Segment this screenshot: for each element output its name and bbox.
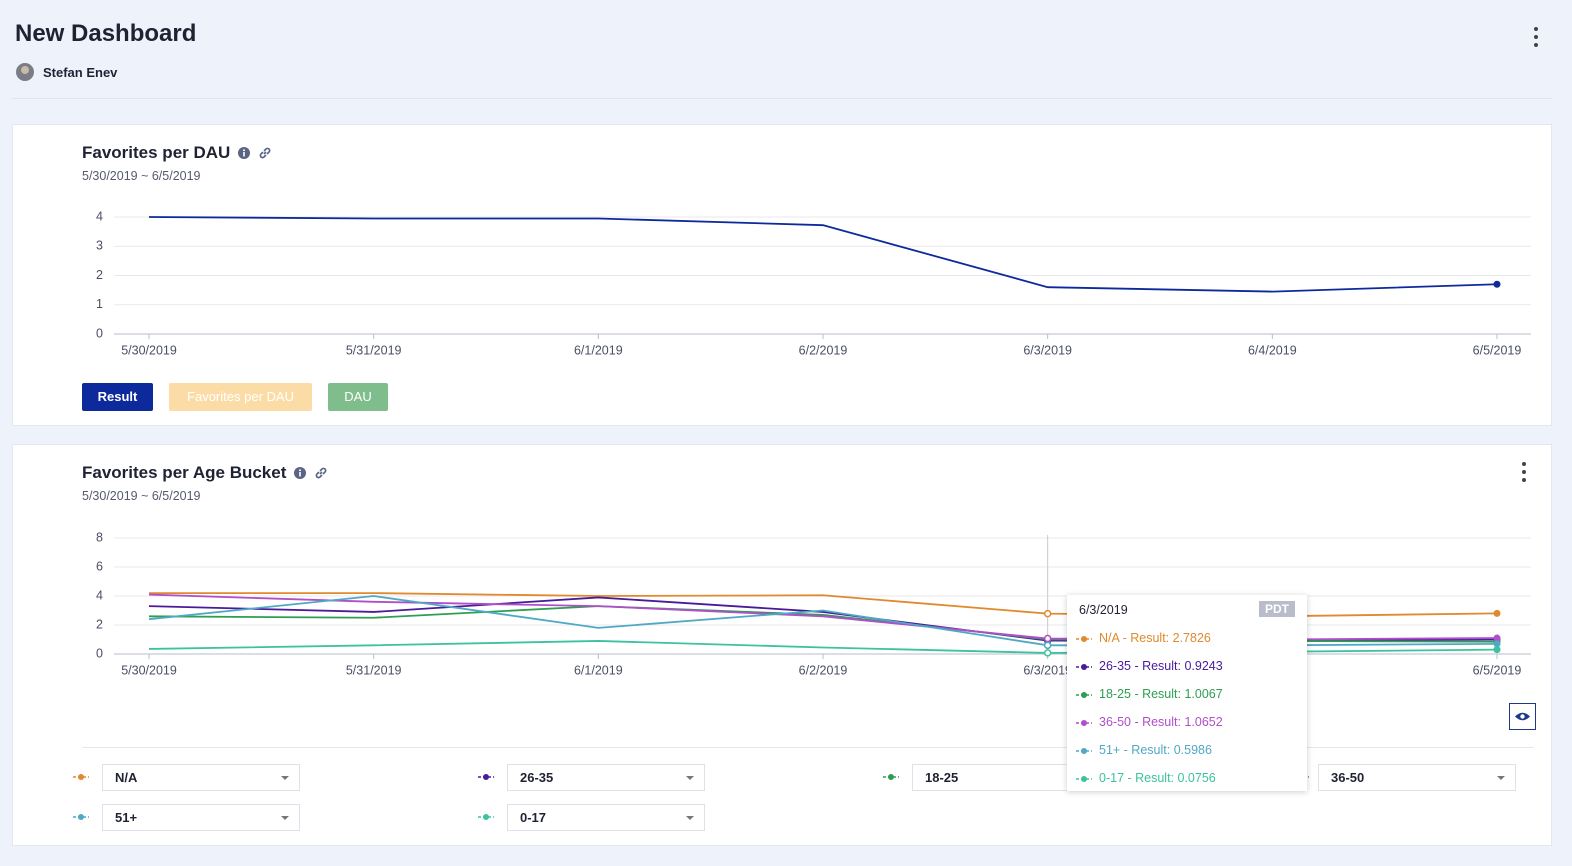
y-tick-label: 1 xyxy=(96,297,103,311)
series-line xyxy=(148,216,1498,293)
legend-marker-dot xyxy=(1081,748,1087,754)
y-tick-label: 6 xyxy=(96,559,103,573)
y-tick-label: 4 xyxy=(96,588,103,602)
link-icon[interactable] xyxy=(258,146,272,160)
tooltip-row: N/A - Result: 2.7826 xyxy=(1099,631,1211,645)
point xyxy=(1493,634,1501,642)
legend-dropdown[interactable]: 36-50 xyxy=(1318,764,1516,791)
tooltip-timezone: PDT xyxy=(1259,601,1295,617)
avatar xyxy=(16,63,34,81)
menu-button[interactable] xyxy=(1530,26,1542,48)
legend-marker-dot xyxy=(1081,664,1087,670)
plot: 0 2 4 6 8 5/30/2019 5/31/2019 6/1/2019 6/2/2019 6… xyxy=(96,530,1531,677)
legend-marker-dot xyxy=(1081,636,1087,642)
legend-dropdown[interactable]: 51+ xyxy=(102,804,300,831)
visibility-button[interactable] xyxy=(1509,703,1536,730)
point xyxy=(1493,280,1501,288)
y-tick-label: 3 xyxy=(96,239,103,253)
point xyxy=(1493,609,1501,617)
y-tick-label: 0 xyxy=(96,326,103,340)
chart-title: Favorites per Age Bucket xyxy=(82,463,287,482)
author: Stefan Enev xyxy=(43,65,118,80)
divider xyxy=(82,747,1534,748)
x-tick-label: 6/2/2019 xyxy=(799,663,848,677)
x-tick-label: 6/1/2019 xyxy=(574,343,623,357)
x-tick-label: 6/5/2019 xyxy=(1473,663,1522,677)
tooltip-row: 36-50 - Result: 1.0652 xyxy=(1099,715,1223,729)
legend-marker-dot xyxy=(888,774,894,780)
chart-card: Favorites per Age Bucket 5/30/2019 ~ 6/5… xyxy=(12,444,1552,846)
point xyxy=(1493,646,1501,654)
x-tick-label: 6/2/2019 xyxy=(799,343,848,357)
x-tick-label: 5/31/2019 xyxy=(346,663,402,677)
hover-point xyxy=(1043,649,1052,657)
menu-button[interactable] xyxy=(1518,461,1530,483)
info-icon[interactable] xyxy=(294,467,307,479)
tooltip: 6/3/2019 PDT N/A - Result: 2.7826 26-35 - R… xyxy=(1067,595,1307,791)
legend-marker-dot xyxy=(1081,692,1087,698)
x-tick-label: 6/1/2019 xyxy=(574,663,623,677)
legend-marker-dot xyxy=(483,814,489,820)
legend-marker-dot xyxy=(1081,720,1087,726)
hover-point xyxy=(1043,609,1052,618)
tooltip-row: 51+ - Result: 0.5986 xyxy=(1099,743,1212,757)
chart-subtitle: 5/30/2019 ~ 6/5/2019 xyxy=(82,489,201,503)
x-tick-label: 6/5/2019 xyxy=(1473,343,1522,357)
legend-marker-dot xyxy=(1081,776,1087,782)
y-tick-label: 0 xyxy=(96,646,103,660)
chart-title: Favorites per DAU xyxy=(82,143,231,162)
chart-heading: Favorites per Age Bucket xyxy=(82,463,328,483)
tooltip-markers xyxy=(1076,636,1092,782)
legend-button[interactable]: Favorites per DAU xyxy=(169,383,312,411)
y-tick-label: 4 xyxy=(96,209,103,223)
x-tick-label: 5/31/2019 xyxy=(346,343,402,357)
tooltip-title: 6/3/2019 xyxy=(1079,603,1128,617)
hover-point xyxy=(1043,634,1052,643)
legend-button[interactable]: DAU xyxy=(328,383,388,411)
tooltip-row: 26-35 - Result: 0.9243 xyxy=(1099,659,1223,673)
plot: 0 1 2 3 4 5/30/2019 5/31/2019 6/1/2019 6/2/2019 6… xyxy=(96,209,1531,357)
y-tick-label: 2 xyxy=(96,617,103,631)
legend-marker-dot xyxy=(78,814,84,820)
chart-subtitle: 5/30/2019 ~ 6/5/2019 xyxy=(82,169,201,183)
legend-dropdown[interactable]: 0-17 xyxy=(507,804,705,831)
x-tick-label: 6/3/2019 xyxy=(1023,343,1072,357)
point xyxy=(1493,640,1501,648)
divider xyxy=(12,98,1552,99)
y-tick-label: 2 xyxy=(96,268,103,282)
hover-point xyxy=(1043,641,1052,650)
x-tick-label: 5/30/2019 xyxy=(121,343,177,357)
y-tick-label: 8 xyxy=(96,530,103,544)
legend-dropdown[interactable]: N/A xyxy=(102,764,300,791)
legend-marker-dot xyxy=(483,774,489,780)
tooltip-row: 18-25 - Result: 1.0067 xyxy=(1099,687,1223,701)
x-tick-label: 5/30/2019 xyxy=(121,663,177,677)
legend-dropdown[interactable]: 26-35 xyxy=(507,764,705,791)
chart-heading: Favorites per DAU xyxy=(82,143,272,163)
tooltip-row: 0-17 - Result: 0.0756 xyxy=(1099,771,1216,785)
x-tick-label: 6/3/2019 xyxy=(1023,663,1072,677)
legend-marker-dot xyxy=(78,774,84,780)
info-icon[interactable] xyxy=(238,147,251,159)
link-icon[interactable] xyxy=(314,466,328,480)
legend-button[interactable]: Result xyxy=(82,383,153,411)
dashboard-title: New Dashboard xyxy=(15,20,197,47)
x-tick-label: 6/4/2019 xyxy=(1248,343,1297,357)
chart-card: Favorites per DAU 5/30/2019 ~ 6/5/2019 0… xyxy=(12,124,1552,426)
